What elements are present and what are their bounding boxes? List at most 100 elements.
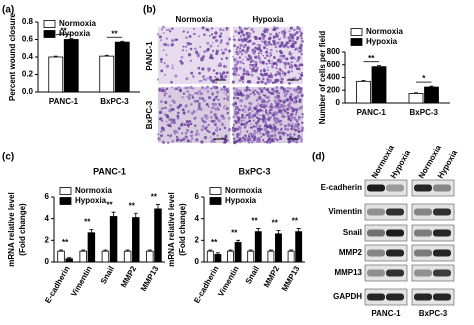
cell-dot: [248, 112, 252, 116]
cell-dot: [166, 29, 168, 31]
cell-dot: [244, 116, 246, 119]
cell-dot: [184, 86, 188, 90]
cell-dot: [237, 73, 240, 77]
cell-dot: [235, 106, 239, 110]
cell-dot: [275, 104, 278, 107]
cell-dot: [210, 79, 213, 82]
cell-dot: [283, 104, 287, 108]
cell-dot: [255, 139, 259, 143]
error-bar: [377, 65, 381, 67]
cell-dot: [184, 104, 188, 108]
cell-dot: [181, 132, 184, 135]
cell-dot: [219, 41, 223, 44]
bar: [79, 250, 87, 263]
cell-dot: [214, 31, 218, 35]
cell-dot: [194, 133, 198, 137]
cell-dot: [174, 74, 178, 78]
cell-dot: [243, 89, 247, 92]
cell-dot: [166, 44, 170, 47]
cell-dot: [286, 90, 289, 93]
cell-dot: [258, 108, 262, 112]
cell-dot: [238, 79, 242, 82]
cell-dot: [262, 61, 265, 63]
cell-dot: [225, 93, 228, 96]
cell-dot: [160, 69, 164, 73]
cell-dot: [162, 25, 165, 29]
cell-dot: [161, 28, 163, 31]
cell-dot: [296, 38, 298, 41]
cell-dot: [240, 50, 242, 53]
bar: [295, 231, 303, 263]
cell-dot: [186, 44, 189, 46]
cell-dot: [293, 133, 296, 136]
cell-dot: [270, 75, 273, 78]
cell-dot: [300, 140, 303, 143]
cell-dot: [251, 42, 256, 46]
cell-dot: [283, 74, 286, 77]
cell-dot: [177, 137, 180, 140]
cell-dot: [274, 112, 279, 116]
cell-dot: [254, 46, 257, 50]
cell-dot: [296, 120, 299, 123]
cell-dot: [212, 36, 216, 40]
cell-dot: [223, 97, 226, 100]
cell-dot: [298, 106, 302, 110]
cell-dot: [162, 140, 165, 143]
cell-dot: [263, 140, 266, 144]
cell-dot: [274, 73, 278, 77]
cell-dot: [169, 109, 173, 113]
bar: [87, 232, 96, 263]
blot-band: [386, 184, 404, 192]
cell-dot: [269, 134, 273, 138]
cell-dot: [217, 45, 220, 47]
cell-dot: [194, 124, 197, 127]
cell-dot: [301, 71, 303, 74]
cell-dot: [266, 78, 270, 81]
bar: [109, 216, 118, 263]
cell-dot: [245, 70, 249, 74]
cell-dot: [259, 60, 263, 64]
cell-dot: [290, 98, 294, 102]
cell-dot: [251, 137, 254, 140]
cell-dot: [221, 116, 226, 120]
cell-dot: [240, 119, 243, 123]
error-bar: [67, 257, 72, 259]
cell-dot: [220, 115, 223, 118]
error-bar: [147, 249, 152, 252]
cell-dot: [271, 87, 274, 91]
cell-dot: [219, 72, 222, 75]
cell-dot: [238, 89, 242, 92]
cell-dot: [181, 96, 184, 99]
cell-dot: [193, 117, 196, 120]
cell-dot: [265, 62, 268, 65]
cell-dot: [259, 104, 262, 107]
chart-title: BxPC-3: [238, 166, 270, 176]
cell-dot: [273, 117, 277, 121]
cell-dot: [184, 45, 188, 48]
y-axis-label: (Fold change): [178, 203, 187, 256]
cell-dot: [287, 115, 290, 118]
cell-dot: [200, 79, 203, 82]
blot-band: [433, 229, 451, 237]
cell-dot: [280, 104, 284, 109]
cell-dot: [184, 131, 188, 135]
cell-dot: [201, 26, 205, 30]
cell-dot: [200, 86, 205, 90]
cell-dot: [215, 116, 219, 120]
cell-dot: [265, 109, 268, 112]
cell-dot: [209, 120, 212, 122]
cell-dot: [215, 71, 219, 75]
cell-dot: [273, 137, 277, 141]
cell-dot: [290, 56, 294, 60]
cell-dot: [272, 123, 276, 127]
cell-dot: [234, 113, 237, 116]
cell-dot: [236, 128, 239, 131]
cell-dot: [170, 80, 173, 84]
cell-dot: [231, 133, 235, 136]
cell-dot: [273, 61, 277, 65]
cell-dot: [221, 123, 225, 127]
cell-dot: [211, 119, 215, 123]
cell-dot: [214, 120, 217, 123]
cell-dot: [199, 107, 203, 111]
cell-dot: [228, 127, 231, 131]
